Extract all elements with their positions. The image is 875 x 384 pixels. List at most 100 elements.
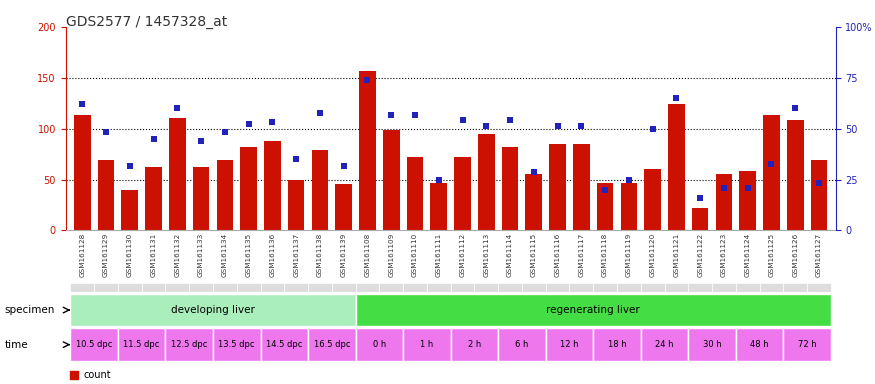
Bar bbox=[716, 174, 732, 230]
Text: 0 h: 0 h bbox=[373, 340, 386, 349]
Bar bbox=[689, 328, 736, 361]
Text: GSM161132: GSM161132 bbox=[174, 232, 180, 276]
Point bbox=[598, 187, 612, 193]
Bar bbox=[451, 328, 498, 361]
Point bbox=[360, 77, 374, 83]
Point bbox=[503, 118, 517, 124]
Text: GSM161129: GSM161129 bbox=[103, 232, 109, 276]
Bar bbox=[264, 141, 281, 230]
Text: GSM161110: GSM161110 bbox=[412, 232, 418, 276]
Bar bbox=[403, 328, 451, 361]
Bar bbox=[739, 171, 756, 230]
Bar bbox=[261, 328, 308, 361]
Bar bbox=[192, 167, 209, 230]
Bar bbox=[380, 283, 403, 292]
Bar bbox=[573, 144, 590, 230]
Bar bbox=[355, 328, 403, 361]
Text: 16.5 dpc: 16.5 dpc bbox=[313, 340, 350, 349]
Text: 14.5 dpc: 14.5 dpc bbox=[266, 340, 303, 349]
Bar bbox=[261, 283, 284, 292]
Point bbox=[99, 129, 113, 135]
Text: GSM161117: GSM161117 bbox=[578, 232, 584, 276]
Point bbox=[717, 185, 731, 191]
Bar bbox=[118, 328, 165, 361]
Text: GSM161134: GSM161134 bbox=[222, 232, 228, 276]
Bar bbox=[807, 283, 831, 292]
Bar bbox=[213, 328, 261, 361]
Text: 72 h: 72 h bbox=[798, 340, 816, 349]
Bar bbox=[312, 150, 328, 230]
Point bbox=[384, 113, 398, 119]
Point bbox=[788, 105, 802, 111]
Point bbox=[574, 122, 588, 129]
Text: time: time bbox=[4, 339, 28, 350]
Bar bbox=[712, 283, 736, 292]
Text: 2 h: 2 h bbox=[468, 340, 481, 349]
Bar bbox=[189, 283, 213, 292]
Bar bbox=[689, 283, 712, 292]
Text: GSM161116: GSM161116 bbox=[555, 232, 561, 276]
Bar bbox=[430, 182, 447, 230]
Text: 1 h: 1 h bbox=[420, 340, 433, 349]
Legend: count, percentile rank within the sample: count, percentile rank within the sample bbox=[71, 370, 248, 384]
Text: GSM161136: GSM161136 bbox=[270, 232, 276, 276]
Bar bbox=[403, 283, 427, 292]
Bar bbox=[70, 294, 355, 326]
Text: GSM161126: GSM161126 bbox=[792, 232, 798, 276]
Bar bbox=[359, 71, 375, 230]
Bar bbox=[763, 116, 780, 230]
Bar bbox=[70, 283, 94, 292]
Bar bbox=[498, 283, 522, 292]
Text: GSM161124: GSM161124 bbox=[745, 232, 751, 276]
Text: GSM161133: GSM161133 bbox=[198, 232, 204, 276]
Bar bbox=[736, 283, 760, 292]
Point bbox=[146, 136, 160, 142]
Text: GSM161125: GSM161125 bbox=[768, 232, 774, 276]
Bar bbox=[118, 283, 142, 292]
Bar bbox=[237, 283, 261, 292]
Point bbox=[408, 113, 422, 119]
Bar bbox=[736, 328, 783, 361]
Bar bbox=[783, 283, 807, 292]
Bar bbox=[617, 283, 640, 292]
Point bbox=[242, 121, 256, 127]
Text: GSM161130: GSM161130 bbox=[127, 232, 133, 276]
Text: GSM161135: GSM161135 bbox=[246, 232, 252, 276]
Text: 48 h: 48 h bbox=[750, 340, 769, 349]
Text: GSM161113: GSM161113 bbox=[483, 232, 489, 276]
Point bbox=[527, 169, 541, 175]
Text: GSM161115: GSM161115 bbox=[531, 232, 536, 276]
Point bbox=[171, 105, 185, 111]
Point bbox=[265, 118, 279, 124]
Bar bbox=[522, 283, 546, 292]
Text: GSM161127: GSM161127 bbox=[816, 232, 822, 276]
Point bbox=[812, 179, 826, 185]
Bar bbox=[70, 328, 118, 361]
Text: 18 h: 18 h bbox=[607, 340, 626, 349]
Bar bbox=[620, 182, 637, 230]
Bar bbox=[597, 182, 613, 230]
Bar bbox=[165, 283, 189, 292]
Point bbox=[669, 95, 683, 101]
Bar bbox=[787, 121, 803, 230]
Bar bbox=[355, 294, 831, 326]
Text: GSM161138: GSM161138 bbox=[317, 232, 323, 276]
Bar bbox=[355, 283, 380, 292]
Bar bbox=[383, 130, 400, 230]
Text: 12 h: 12 h bbox=[560, 340, 578, 349]
Bar bbox=[644, 169, 661, 230]
Bar bbox=[526, 174, 542, 230]
Bar bbox=[550, 144, 566, 230]
Text: GSM161112: GSM161112 bbox=[459, 232, 466, 276]
Bar bbox=[216, 160, 233, 230]
Text: GSM161109: GSM161109 bbox=[388, 232, 395, 276]
Text: GSM161119: GSM161119 bbox=[626, 232, 632, 276]
Bar bbox=[570, 283, 593, 292]
Text: GSM161118: GSM161118 bbox=[602, 232, 608, 276]
Text: GSM161137: GSM161137 bbox=[293, 232, 299, 276]
Bar bbox=[308, 283, 332, 292]
Bar bbox=[498, 328, 546, 361]
Point bbox=[313, 110, 327, 116]
Text: GSM161122: GSM161122 bbox=[697, 232, 704, 276]
Bar bbox=[640, 283, 664, 292]
